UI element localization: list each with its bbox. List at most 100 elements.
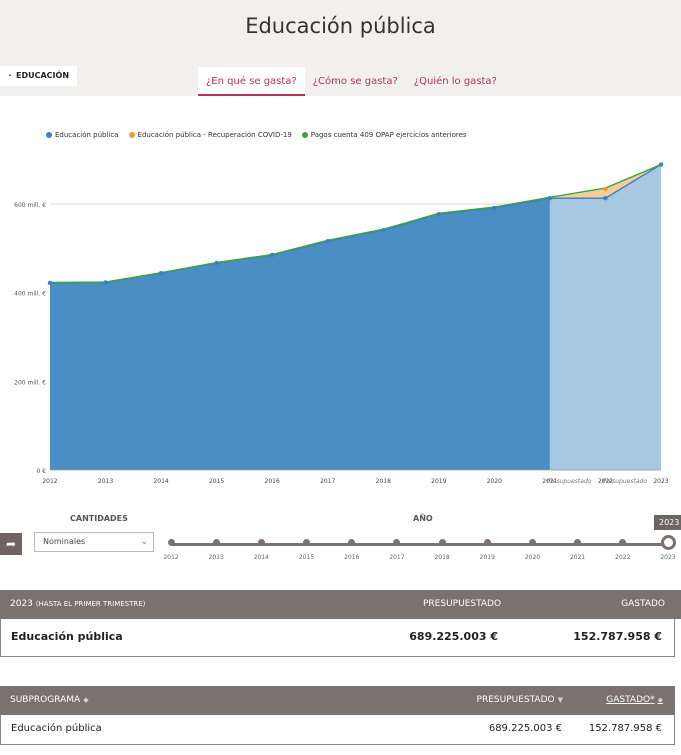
- point-educacion: [214, 260, 219, 266]
- line-opap: [49, 163, 662, 284]
- x-tick-label: 2017: [320, 478, 335, 485]
- point-educacion: [325, 239, 330, 244]
- point-educacion: [492, 205, 497, 211]
- point-educacion: [47, 280, 53, 286]
- col-presupuestado[interactable]: PRESUPUESTADO ▼: [476, 695, 563, 705]
- page-title: Educación pública: [245, 14, 436, 38]
- slider-tick-2017[interactable]: [393, 539, 401, 546]
- slider-tick-2021[interactable]: [574, 539, 582, 546]
- legend-item-opap[interactable]: Pagos cuenta 409 OPAP ejercicios anterio…: [301, 131, 467, 139]
- area-covid: [549, 164, 661, 199]
- slider-tick-2018[interactable]: [438, 539, 446, 546]
- tab-en-que-se-gasta[interactable]: ¿En qué se gasta?: [198, 67, 305, 96]
- summary-header: 2023 (HASTA EL PRIMER TRIMESTRE) PRESUPU…: [0, 590, 681, 619]
- summary-year: 2023: [10, 599, 33, 609]
- quantities-label: CANTIDADES: [70, 514, 128, 523]
- legend-dot-icon: [128, 132, 135, 138]
- row-spent: 152.787.958 €: [588, 723, 662, 734]
- share-arrow-icon: ➦: [5, 537, 17, 551]
- slider-tick-2019[interactable]: [483, 539, 491, 546]
- row-budget: 689.225.003 €: [488, 723, 562, 734]
- area-chart: 0 € 200 mill. € 400 mill. € 600 mill. € 2012…: [14, 162, 669, 485]
- x-tick-label: 2023: [653, 478, 668, 485]
- point-educacion: [158, 270, 164, 276]
- share-button[interactable]: ➦: [0, 533, 22, 555]
- slider-tick-2015[interactable]: [303, 539, 311, 546]
- slider-year-label[interactable]: 2020: [524, 554, 541, 561]
- x-tick-label: 2013: [98, 478, 113, 485]
- controls: ➦ CANTIDADES Nominales ⌄ AÑO 2023 2012 201…: [0, 508, 681, 568]
- slider-year-label[interactable]: 2018: [434, 554, 450, 561]
- x-tick-label: 2021: [542, 478, 557, 485]
- summary-spent: 152.787.958 €: [573, 630, 662, 643]
- area-budget: [549, 164, 661, 470]
- y-tick-label: 0 €: [36, 468, 46, 475]
- slider-year-label[interactable]: 2021: [569, 554, 586, 561]
- x-tick-label: 2016: [265, 478, 280, 485]
- area-actual: [50, 198, 550, 470]
- slider-tick-2012[interactable]: [167, 539, 175, 546]
- legend-item-covid[interactable]: Educación pública - Recuperación COVID-1…: [128, 131, 292, 139]
- slider-year-label[interactable]: 2019: [479, 554, 495, 561]
- sort-icon: ◆: [657, 696, 663, 704]
- breadcrumb-label: EDUCACIÓN: [16, 71, 70, 80]
- legend-item-educacion[interactable]: Educación pública: [46, 131, 119, 139]
- bullet-icon: ·: [8, 71, 12, 80]
- summary-year-note: (HASTA EL PRIMER TRIMESTRE): [35, 600, 146, 608]
- legend-dot-icon: [301, 132, 308, 138]
- legend-dot-icon: [46, 132, 52, 138]
- x-tick-label: 2020: [487, 478, 502, 485]
- summary-col-budget: PRESUPUESTADO: [423, 599, 502, 609]
- slider-year-label[interactable]: 2016: [344, 554, 360, 561]
- slider-tick-2016[interactable]: [348, 539, 356, 546]
- col-gastado[interactable]: GASTADO* ◆: [606, 695, 663, 705]
- point-educacion: [658, 162, 664, 167]
- point-educacion: [547, 196, 553, 201]
- budget-label: Presupuestado: [547, 478, 592, 485]
- year-slider-handle[interactable]: [661, 535, 676, 550]
- point-educacion: [436, 211, 442, 217]
- x-tick-label: 2014: [153, 478, 168, 485]
- summary-row: Educación pública 689.225.003 € 152.787.…: [0, 619, 675, 657]
- slider-year-label[interactable]: 2022: [615, 554, 631, 561]
- tab-quien-lo-gasta[interactable]: ¿Quién lo gasta?: [413, 76, 497, 87]
- selected-year-badge: 2023: [654, 515, 681, 530]
- slider-year-label[interactable]: 2015: [298, 554, 315, 561]
- slider-tick-2022[interactable]: [619, 539, 627, 546]
- sort-icon: ◆: [83, 696, 89, 704]
- tab-como-se-gasta[interactable]: ¿Cómo se gasta?: [312, 76, 398, 87]
- slider-tick-2013[interactable]: [212, 539, 220, 546]
- y-tick-label: 400 mill. €: [14, 291, 46, 298]
- y-tick-label: 600 mill. €: [14, 202, 46, 209]
- summary-name: Educación pública: [11, 630, 123, 643]
- year-slider-track[interactable]: [171, 543, 668, 546]
- chart-legend: Educación pública Educación pública - Re…: [46, 131, 467, 139]
- slider-tick-2020[interactable]: [528, 539, 536, 546]
- slider-year-label[interactable]: 2012: [163, 554, 179, 561]
- summary-budget: 689.225.003 €: [409, 630, 498, 643]
- y-tick-label: 200 mill. €: [14, 379, 46, 386]
- header: Educación pública · EDUCACIÓN ¿En qué se …: [0, 0, 681, 96]
- sort-down-icon: ▼: [557, 696, 563, 704]
- table-header: SUBPROGRAMA ◆ PRESUPUESTADO ▼ GASTADO* ◆: [0, 686, 675, 715]
- slider-year-label[interactable]: 2014: [253, 554, 269, 561]
- col-subprograma[interactable]: SUBPROGRAMA ◆: [10, 695, 89, 705]
- quantities-select[interactable]: Nominales ⌄: [34, 532, 154, 552]
- chevron-down-icon: ⌄: [140, 537, 148, 547]
- x-tick-label: 2019: [431, 478, 446, 485]
- tabs: ¿En qué se gasta? ¿Cómo se gasta? ¿Quién…: [198, 67, 505, 96]
- slider-year-label[interactable]: 2017: [389, 554, 405, 561]
- year-label: AÑO: [413, 514, 433, 523]
- slider-tick-2014[interactable]: [257, 539, 265, 546]
- x-tick-label: 2015: [209, 478, 224, 485]
- point-covid: [603, 186, 608, 192]
- point-educacion: [381, 227, 386, 233]
- breadcrumb[interactable]: · EDUCACIÓN: [0, 66, 78, 86]
- row-name[interactable]: Educación pública: [11, 723, 102, 734]
- point-educacion: [103, 280, 108, 285]
- budget-label: Presupuestado: [602, 478, 647, 485]
- summary-col-spent: GASTADO: [621, 599, 665, 609]
- x-tick-label: 2018: [376, 478, 391, 485]
- slider-year-label[interactable]: 2023: [660, 554, 676, 561]
- slider-year-label[interactable]: 2013: [208, 554, 224, 561]
